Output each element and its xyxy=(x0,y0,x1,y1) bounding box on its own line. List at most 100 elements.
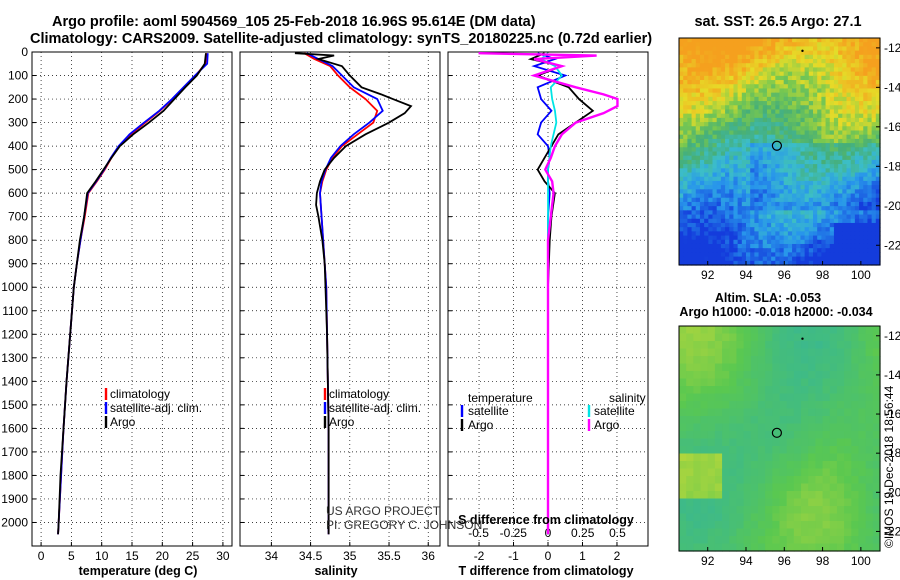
map-cell xyxy=(821,38,827,43)
map-cell xyxy=(708,50,714,56)
map-cell xyxy=(851,348,860,357)
map-cell xyxy=(720,159,726,165)
map-cell xyxy=(762,92,768,98)
map-cell xyxy=(863,193,869,199)
map-cell xyxy=(708,54,714,60)
map-cell xyxy=(871,138,877,144)
map-cell xyxy=(733,143,739,148)
map-cell xyxy=(800,67,806,73)
map-cell xyxy=(707,378,716,387)
map-cell xyxy=(729,243,735,249)
map-cell xyxy=(851,333,860,342)
map-cell xyxy=(858,491,867,500)
map-cell xyxy=(737,235,743,241)
map-cell xyxy=(754,176,760,182)
map-cell xyxy=(679,59,684,64)
map-cell xyxy=(800,96,806,102)
map-cell xyxy=(871,88,877,94)
map-cell xyxy=(714,506,723,515)
map-cell xyxy=(687,71,693,77)
map-cell xyxy=(754,239,760,245)
map-cell xyxy=(762,206,768,211)
y-tick-label: 0 xyxy=(21,45,28,59)
map-cell xyxy=(851,393,860,402)
map-cell xyxy=(822,438,831,447)
map-cell xyxy=(716,96,722,102)
map-cell xyxy=(679,506,687,515)
map-cell xyxy=(707,476,716,485)
map-cell xyxy=(821,101,827,106)
map-cell xyxy=(687,138,693,144)
map-cell xyxy=(815,453,824,462)
map-cell xyxy=(720,50,726,56)
map-cell xyxy=(775,193,781,199)
map-cell xyxy=(859,50,864,56)
map-cell xyxy=(858,363,867,372)
map-cell xyxy=(765,536,773,545)
map-cell xyxy=(695,248,701,253)
map-cell xyxy=(838,130,843,136)
map-cell xyxy=(851,491,860,500)
map-cell xyxy=(872,476,881,485)
map-cell xyxy=(775,59,781,64)
map-cell xyxy=(875,147,881,153)
map-cell xyxy=(754,252,760,258)
map-cell xyxy=(817,59,822,64)
map-cell xyxy=(817,46,822,52)
map-cell xyxy=(757,476,766,485)
map-cell xyxy=(686,438,694,447)
map-cell xyxy=(704,117,709,123)
map-cell xyxy=(844,528,852,537)
map-cell xyxy=(813,117,818,123)
map-cell xyxy=(825,38,831,43)
map-cell xyxy=(754,222,760,228)
map-cell xyxy=(850,189,856,195)
map-cell xyxy=(858,461,867,470)
map-cell xyxy=(679,164,684,169)
map-cell xyxy=(683,239,688,245)
map-cell xyxy=(775,231,781,237)
map-cell xyxy=(813,75,818,81)
map-cell xyxy=(779,416,788,425)
map-cell xyxy=(687,206,693,211)
map-cell xyxy=(720,80,726,85)
map-cell xyxy=(867,143,873,148)
map-cell xyxy=(858,521,867,530)
map-cell xyxy=(775,260,781,266)
map-cell xyxy=(829,214,835,220)
map-cell xyxy=(772,326,781,335)
map-cell xyxy=(796,201,802,207)
map-cell xyxy=(792,71,797,77)
map-cells xyxy=(679,38,881,266)
map-cell xyxy=(815,333,824,342)
map-cell xyxy=(867,260,873,266)
map-cell xyxy=(762,50,768,56)
map-cell xyxy=(720,143,726,148)
map-cell xyxy=(716,176,722,182)
map-cell xyxy=(725,260,730,266)
map-cell xyxy=(838,109,843,115)
map-cell xyxy=(771,227,776,232)
map-cell xyxy=(736,536,745,545)
map-cell xyxy=(775,252,781,258)
map-cell xyxy=(695,38,701,43)
map-cell xyxy=(750,168,755,174)
map-cell xyxy=(758,147,764,153)
map-cell xyxy=(693,363,702,372)
series-line-argo xyxy=(57,53,207,535)
map-cell xyxy=(871,231,877,237)
map-cell xyxy=(699,159,705,165)
map-cell xyxy=(712,59,718,64)
map-cell xyxy=(863,176,869,182)
map-cell xyxy=(858,446,867,455)
map-cell xyxy=(683,88,688,94)
map-cell xyxy=(815,521,824,530)
map-cell xyxy=(737,222,743,228)
map-cell xyxy=(804,54,810,60)
map-cell xyxy=(838,206,843,211)
map-cell xyxy=(754,210,760,216)
map-cell xyxy=(875,50,881,56)
map-cell xyxy=(758,164,764,169)
map-cell xyxy=(825,176,831,182)
map-cell xyxy=(842,239,848,245)
